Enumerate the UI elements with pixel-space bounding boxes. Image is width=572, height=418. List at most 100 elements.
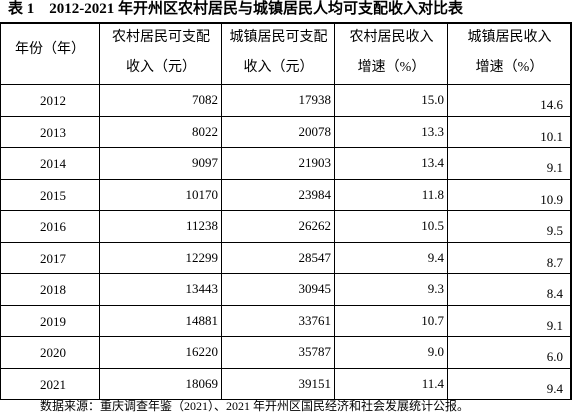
table-cell xyxy=(0,211,100,243)
table-cell xyxy=(222,85,335,117)
table-cell xyxy=(335,148,448,180)
table-cell xyxy=(0,116,100,148)
table-cell xyxy=(335,242,448,274)
table-cell xyxy=(222,116,335,148)
table-cell xyxy=(100,337,222,369)
table-cell xyxy=(448,211,571,243)
cell-text: 16220 xyxy=(185,344,219,359)
cell-text: 35787 xyxy=(298,344,332,359)
source-note: 数据来源：重庆调查年鉴（2021）、2021 年开州区国民经济和社会发展统计公报… xyxy=(40,399,470,413)
header-text: 增速（%） xyxy=(475,60,544,75)
table-cell xyxy=(0,242,100,274)
cell-text: 39151 xyxy=(298,375,332,391)
cell-text: 10.9 xyxy=(540,191,563,207)
cell-text: 2013 xyxy=(40,124,66,140)
cell-text: 13.3 xyxy=(421,123,444,139)
table-cell xyxy=(448,305,571,337)
table-cell xyxy=(222,179,335,211)
cell-text: 2019 xyxy=(40,313,66,329)
cell-text: 9.1 xyxy=(546,317,563,333)
cell-text: 9.4 xyxy=(427,249,444,265)
cell-text: 2018 xyxy=(40,282,66,297)
table-cell xyxy=(335,85,448,117)
cell-text: 28547 xyxy=(298,249,332,265)
table-cell xyxy=(448,242,571,274)
cell-text: 2016 xyxy=(40,219,66,234)
header-text: 农村居民可支配 xyxy=(112,30,210,45)
table-cell xyxy=(100,85,222,117)
cell-text: 6.0 xyxy=(546,349,563,364)
cell-text: 14881 xyxy=(185,312,219,328)
header-text: 年份（年） xyxy=(15,42,85,57)
cell-text: 2015 xyxy=(40,187,66,203)
table-cell xyxy=(222,337,335,369)
table-cell xyxy=(100,242,222,274)
cell-text: 12299 xyxy=(185,249,219,265)
cell-text: 11.4 xyxy=(421,375,444,391)
table-cell xyxy=(222,368,335,400)
cell-text: 11.8 xyxy=(421,186,444,202)
table-cell xyxy=(0,85,100,117)
cell-text: 2014 xyxy=(40,156,66,171)
table-cell xyxy=(448,148,571,180)
table-cell xyxy=(0,337,100,369)
header-cell xyxy=(448,22,571,85)
table-cell xyxy=(335,274,448,306)
cell-text: 9.4 xyxy=(546,380,563,396)
cell-text: 13.4 xyxy=(421,155,444,170)
cell-text: 26262 xyxy=(298,218,332,233)
header-text: 增速（%） xyxy=(357,60,426,75)
cell-text: 10.1 xyxy=(540,128,563,144)
cell-text: 8.7 xyxy=(546,254,563,270)
cell-text: 21903 xyxy=(298,155,332,170)
table-cell xyxy=(0,305,100,337)
cell-text: 13443 xyxy=(185,281,219,296)
cell-text: 14.6 xyxy=(540,97,563,112)
table-cell xyxy=(100,116,222,148)
cell-text: 7082 xyxy=(192,92,218,107)
cell-text: 11238 xyxy=(185,218,218,233)
table-cell xyxy=(100,211,222,243)
table-cell xyxy=(222,305,335,337)
cell-text: 8.4 xyxy=(546,286,563,301)
table-cell xyxy=(222,148,335,180)
table-cell xyxy=(100,274,222,306)
cell-text: 9.1 xyxy=(546,160,563,175)
header-cell xyxy=(335,22,448,85)
table-cell xyxy=(0,274,100,306)
table-cell xyxy=(448,368,571,400)
table-cell xyxy=(448,116,571,148)
cell-text: 15.0 xyxy=(421,92,444,107)
table-title: 表 1 2012-2021 年开州区农村居民与城镇居民人均可支配收入对比表 xyxy=(8,1,463,17)
table-cell xyxy=(0,148,100,180)
table-cell xyxy=(0,179,100,211)
table-cell xyxy=(335,368,448,400)
cell-text: 9.3 xyxy=(427,281,444,296)
header-text: 城镇居民收入 xyxy=(467,30,552,45)
table-cell xyxy=(0,368,100,400)
table-cell xyxy=(335,179,448,211)
header-cell xyxy=(222,22,335,85)
cell-text: 10.5 xyxy=(421,218,444,233)
table-cell xyxy=(222,242,335,274)
cell-text: 8022 xyxy=(192,123,218,139)
cell-text: 30945 xyxy=(298,281,332,296)
cell-text: 23984 xyxy=(298,186,332,202)
cell-text: 9097 xyxy=(192,155,218,170)
table-cell xyxy=(100,368,222,400)
cell-text: 2021 xyxy=(40,376,66,392)
header-text: 农村居民收入 xyxy=(349,30,434,45)
table-cell xyxy=(448,274,571,306)
header-text: 收入（元） xyxy=(126,60,196,75)
table-cell xyxy=(448,179,571,211)
table-cell xyxy=(335,337,448,369)
table-cell xyxy=(100,179,222,211)
cell-text: 20078 xyxy=(298,123,332,139)
table-cell xyxy=(222,274,335,306)
table-cell xyxy=(335,116,448,148)
table-cell xyxy=(448,85,571,117)
cell-text: 17938 xyxy=(298,92,332,107)
header-text: 收入（元） xyxy=(243,60,314,75)
cell-text: 9.0 xyxy=(427,344,444,359)
